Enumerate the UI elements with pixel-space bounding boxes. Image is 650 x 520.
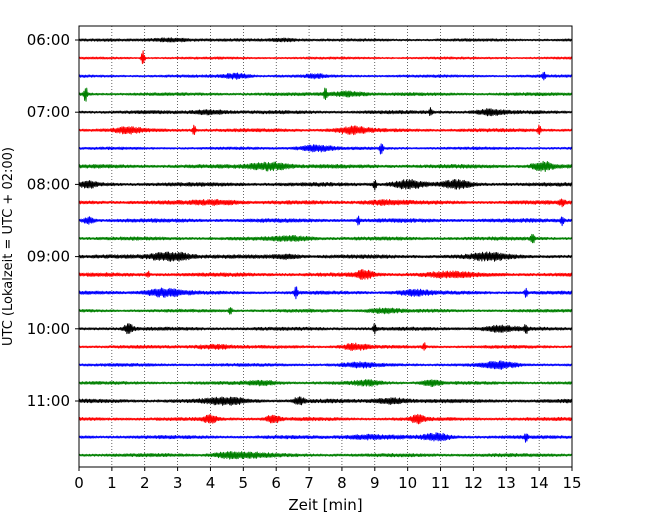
plot-frame [78,25,573,468]
seismogram-trace [78,37,573,43]
x-tick-label: 6 [271,474,281,492]
x-tick-label: 0 [74,474,84,492]
x-tick-label: 8 [337,474,347,492]
y-axis-label: UTC (Lokalzeit = UTC + 02:00) [1,147,16,346]
seismogram-trace [78,143,573,155]
seismogram-traces [78,37,573,460]
x-tick-label: 4 [206,474,216,492]
x-tick-label: 13 [497,474,516,492]
x-tick-label: 9 [370,474,380,492]
x-axis-ticks: 0 1 2 3 4 5 6 7 8 9 10 11 12 13 14 15 [74,467,582,492]
x-tick-label: 7 [304,474,314,492]
y-tick-label: 09:00 [27,248,70,266]
seismogram-trace [78,50,573,65]
seismogram-trace [78,379,573,388]
seismogram-trace [78,360,573,370]
x-tick-label: 2 [140,474,150,492]
x-tick-label: 15 [562,474,581,492]
seismogram-trace [78,71,573,81]
seismogram-trace [78,107,573,117]
y-tick-label: 11:00 [27,392,70,410]
seismogram-trace [78,269,573,280]
seismogram-trace [78,198,573,208]
x-axis-label: Zeit [min] [288,496,362,514]
seismogram-trace [78,342,573,351]
x-tick-label: 3 [173,474,183,492]
x-tick-label: 10 [398,474,417,492]
x-tick-label: 12 [464,474,483,492]
x-tick-label: 5 [239,474,249,492]
seismogram-trace [78,87,573,102]
seismogram-trace [78,307,573,315]
seismogram-trace [78,160,573,173]
seismogram-trace [78,178,573,191]
y-tick-label: 06:00 [27,31,70,49]
x-tick-label: 14 [530,474,549,492]
seismogram-trace [78,124,573,136]
seismogram-trace [78,215,573,227]
y-axis-ticks: 06:00 07:00 08:00 09:00 10:00 11:00 [27,31,79,410]
y-tick-label: 07:00 [27,103,70,121]
seismogram-trace [78,396,573,406]
y-tick-label: 10:00 [27,320,70,338]
seismogram-trace [78,413,573,425]
seismogram-trace [78,286,573,300]
seismogram-trace [78,323,573,335]
seismogram-trace [78,451,573,460]
seismogram-trace [78,233,573,244]
x-tick-label: 11 [431,474,450,492]
seismogram-trace [78,432,573,443]
x-tick-label: 1 [107,474,117,492]
seismogram-trace [78,251,573,262]
y-tick-label: 08:00 [27,175,70,193]
